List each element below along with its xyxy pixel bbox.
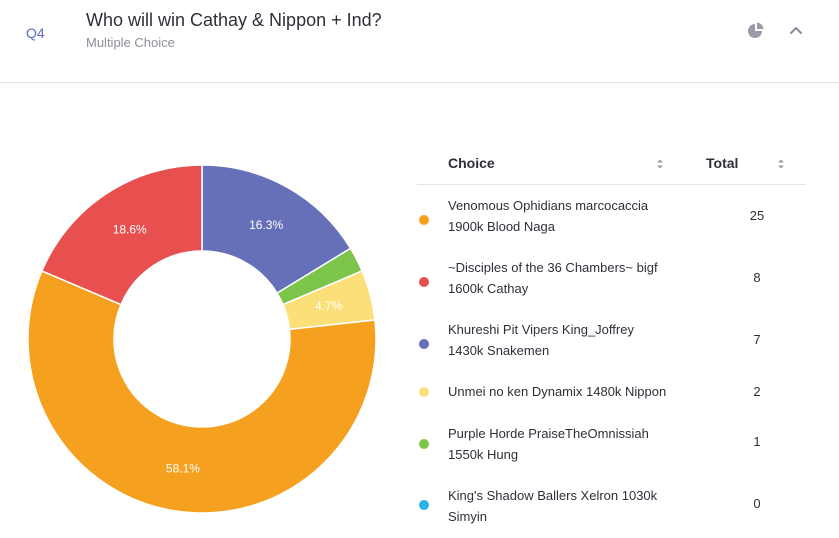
pie-slice[interactable]	[201, 164, 352, 295]
choice-total: 8	[753, 270, 761, 285]
choice-label: Purple Horde PraiseTheOmnissiah 1550k Hun…	[448, 426, 649, 462]
table-row: ~Disciples of the 36 Chambers~ bigf 1600k…	[417, 257, 806, 307]
slice-percent-label: 58.1%	[166, 462, 200, 476]
question-number: Q4	[26, 25, 45, 41]
legend-dot-icon	[419, 387, 429, 397]
slice-percent-label: 16.3%	[249, 218, 283, 232]
choice-total: 1	[753, 434, 761, 449]
table-row: Unmei no ken Dynamix 1480k Nippon 2	[417, 381, 806, 431]
legend-dot-icon	[419, 215, 429, 225]
pie-slice[interactable]	[40, 164, 203, 306]
pie-slice[interactable]	[27, 269, 377, 514]
table-row: King's Shadow Ballers Xelron 1030k Simyin…	[417, 485, 806, 535]
choice-total: 0	[753, 496, 761, 511]
sort-icon[interactable]	[777, 157, 785, 175]
choice-total: 7	[753, 332, 761, 347]
choice-label: Khureshi Pit Vipers King_Joffrey 1430k Sn…	[448, 322, 634, 358]
slice-percent-label: 18.6%	[113, 223, 147, 237]
choice-label: King's Shadow Ballers Xelron 1030k Simyin	[448, 488, 658, 524]
table-header: Choice Total	[417, 143, 806, 185]
choice-label: Unmei no ken Dynamix 1480k Nippon	[448, 384, 667, 399]
legend-dot-icon	[419, 439, 429, 449]
sort-icon[interactable]	[656, 157, 664, 175]
choice-label: Venomous Ophidians marcocaccia 1900k Bloo…	[448, 198, 649, 234]
donut-chart: 16.3% 4.7% 58.1% 18.6%	[27, 164, 377, 514]
legend-dot-icon	[419, 339, 429, 349]
question-type: Multiple Choice	[86, 35, 175, 50]
choice-total: 2	[753, 384, 761, 399]
results-table: Choice Total Venomous Ophidians marcocac…	[417, 143, 806, 524]
slice-percent-label: 4.7%	[315, 299, 343, 313]
choice-label: ~Disciples of the 36 Chambers~ bigf 1600k…	[448, 260, 658, 296]
choice-total: 25	[749, 208, 765, 223]
question-header: Q4 Who will win Cathay & Nippon + Ind? M…	[0, 0, 839, 83]
legend-dot-icon	[419, 277, 429, 287]
pie-chart-icon[interactable]	[747, 22, 765, 40]
table-row: Venomous Ophidians marcocaccia 1900k Bloo…	[417, 195, 806, 245]
column-header-total[interactable]: Total	[706, 155, 739, 171]
table-row: Purple Horde PraiseTheOmnissiah 1550k Hun…	[417, 423, 806, 473]
legend-dot-icon	[419, 500, 429, 510]
table-row: Khureshi Pit Vipers King_Joffrey 1430k Sn…	[417, 319, 806, 369]
question-title: Who will win Cathay & Nippon + Ind?	[86, 10, 382, 30]
column-header-choice[interactable]: Choice	[448, 155, 495, 171]
chevron-up-icon[interactable]	[787, 22, 805, 40]
